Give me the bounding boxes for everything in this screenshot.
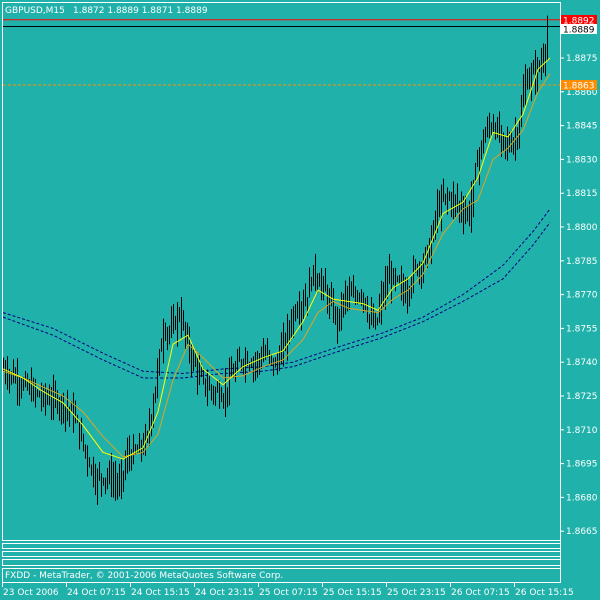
y-tick-label: 1.8710 (566, 426, 598, 436)
x-tick-label: 26 Oct 07:15 (451, 588, 510, 598)
x-axis-ticks: 23 Oct 2006 24 Oct 07:15 24 Oct 15:15 24 Oc… (2, 583, 574, 598)
y-tick-label: 1.8875 (566, 54, 598, 64)
moving-averages (2, 57, 551, 460)
copyright-text: FXDD - MetaTrader, © 2001-2006 MetaQuote… (5, 571, 283, 581)
envelope-upper-line (2, 208, 551, 374)
ma-fast-line (2, 57, 551, 460)
y-tick-label: 1.8725 (566, 392, 598, 402)
current-price-tag-box (561, 24, 597, 34)
x-tick-label: 24 Oct 23:15 (195, 588, 254, 598)
red-line-price-tag-box (561, 15, 597, 25)
orange-line-price-tag-box (561, 80, 597, 91)
ohlc-readout: 1.8872 1.8889 1.8871 1.8889 (73, 6, 208, 16)
y-axis-ticks: 1.8875 1.8860 1.8845 1.8830 1.8815 1.8800 1.87… (560, 54, 598, 537)
y-tick-label: 1.8800 (566, 223, 598, 233)
y-tick-label: 1.8860 (566, 88, 598, 98)
symbol-timeframe: GBPUSD,M15 (5, 6, 65, 16)
horizontal-lines (3, 19, 560, 86)
x-tick-label: 23 Oct 2006 (3, 588, 59, 598)
x-tick-label: 26 Oct 15:15 (515, 588, 574, 598)
y-tick-label: 1.8680 (566, 493, 598, 503)
y-tick-label: 1.8785 (566, 257, 598, 267)
orange-line-price-tag: 1.8863 (563, 82, 595, 92)
x-tick-label: 25 Oct 23:15 (387, 588, 446, 598)
y-tick-label: 1.8830 (566, 155, 598, 165)
ma-slow-line (2, 73, 551, 458)
current-price-tag: 1.8889 (563, 26, 595, 36)
y-tick-label: 1.8755 (566, 324, 598, 334)
red-line-price-tag: 1.8892 (563, 17, 595, 27)
y-tick-label: 1.8740 (566, 358, 598, 368)
x-tick-label: 24 Oct 15:15 (131, 588, 190, 598)
x-tick-label: 25 Oct 15:15 (323, 588, 382, 598)
y-tick-label: 1.8695 (566, 460, 598, 470)
y-tick-label: 1.8845 (566, 122, 598, 132)
envelope-lower-line (2, 222, 551, 379)
y-tick-label: 1.8770 (566, 291, 598, 301)
y-tick-label: 1.8815 (566, 189, 598, 199)
x-tick-label: 25 Oct 07:15 (259, 588, 318, 598)
envelope-lines (2, 208, 551, 379)
y-tick-label: 1.8665 (566, 527, 598, 537)
x-tick-label: 24 Oct 07:15 (67, 588, 126, 598)
